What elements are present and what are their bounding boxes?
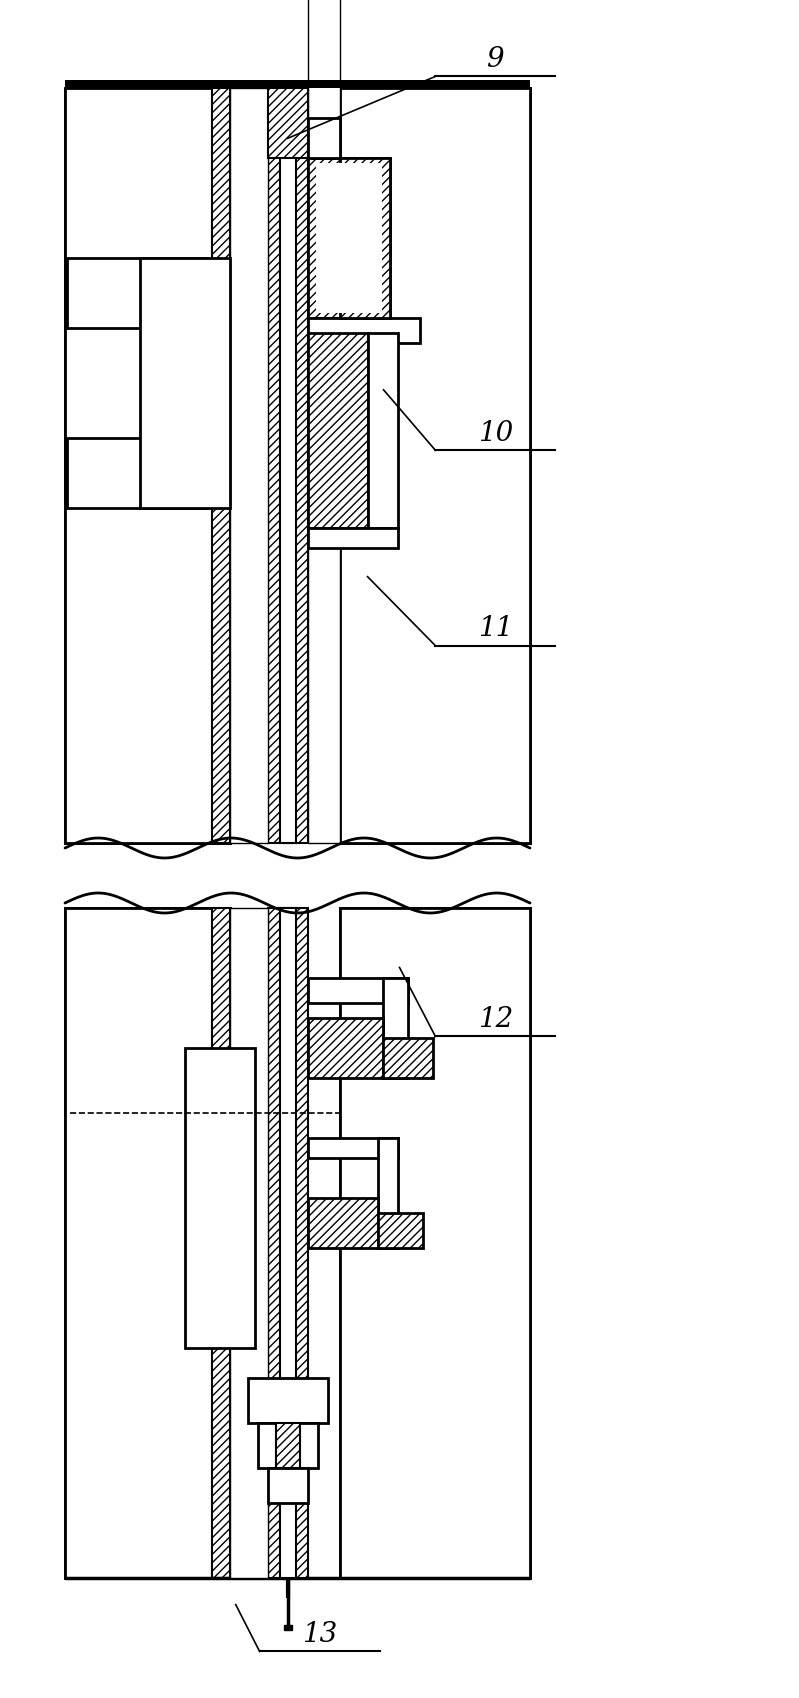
Polygon shape	[65, 88, 230, 844]
Bar	[276, 1423, 300, 1469]
Bar	[308, 528, 398, 548]
Bar	[65, 82, 530, 88]
Bar	[258, 1423, 318, 1469]
Bar	[212, 908, 230, 1577]
Bar	[368, 335, 398, 528]
Text: 12: 12	[478, 1005, 513, 1032]
Bar	[280, 88, 296, 844]
Bar	[308, 119, 340, 160]
Bar	[308, 1019, 383, 1078]
Bar	[230, 88, 268, 844]
Bar	[340, 160, 390, 319]
Bar	[340, 908, 530, 1577]
Bar	[308, 335, 368, 528]
Bar	[230, 908, 268, 1577]
Bar	[378, 1214, 423, 1248]
Polygon shape	[340, 908, 530, 1577]
Bar	[383, 978, 408, 1078]
Bar	[65, 908, 230, 1577]
Bar	[383, 1039, 433, 1078]
Bar	[268, 88, 308, 844]
Bar	[308, 1138, 398, 1158]
Bar	[308, 1199, 378, 1248]
Bar	[140, 258, 230, 509]
Text: 11: 11	[478, 615, 513, 642]
Bar	[67, 438, 207, 509]
Bar	[268, 88, 308, 160]
Bar	[316, 165, 382, 314]
Polygon shape	[65, 908, 230, 1577]
Bar	[308, 319, 420, 343]
Bar	[308, 160, 390, 319]
Bar	[378, 1138, 398, 1248]
Bar	[308, 0, 340, 844]
Polygon shape	[340, 88, 530, 844]
Bar	[248, 1379, 328, 1423]
Bar	[308, 978, 408, 1004]
Bar	[284, 1625, 292, 1630]
Bar	[67, 258, 207, 329]
Text: 9: 9	[487, 46, 504, 73]
Bar	[340, 88, 530, 844]
Bar	[268, 908, 308, 1577]
Bar	[185, 1048, 255, 1348]
Text: 10: 10	[478, 419, 513, 447]
Bar	[268, 1469, 308, 1503]
Bar	[280, 908, 296, 1577]
Text: 13: 13	[302, 1620, 337, 1647]
Bar	[65, 88, 230, 844]
Bar	[212, 88, 230, 844]
